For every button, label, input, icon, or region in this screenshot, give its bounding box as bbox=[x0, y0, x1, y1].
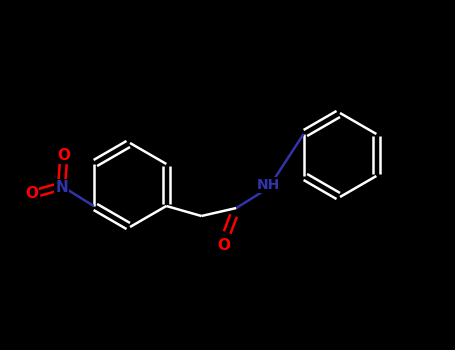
Text: NH: NH bbox=[257, 178, 280, 192]
Text: O: O bbox=[25, 187, 38, 202]
Text: N: N bbox=[55, 180, 68, 195]
Text: O: O bbox=[217, 238, 230, 253]
Text: O: O bbox=[57, 148, 70, 163]
